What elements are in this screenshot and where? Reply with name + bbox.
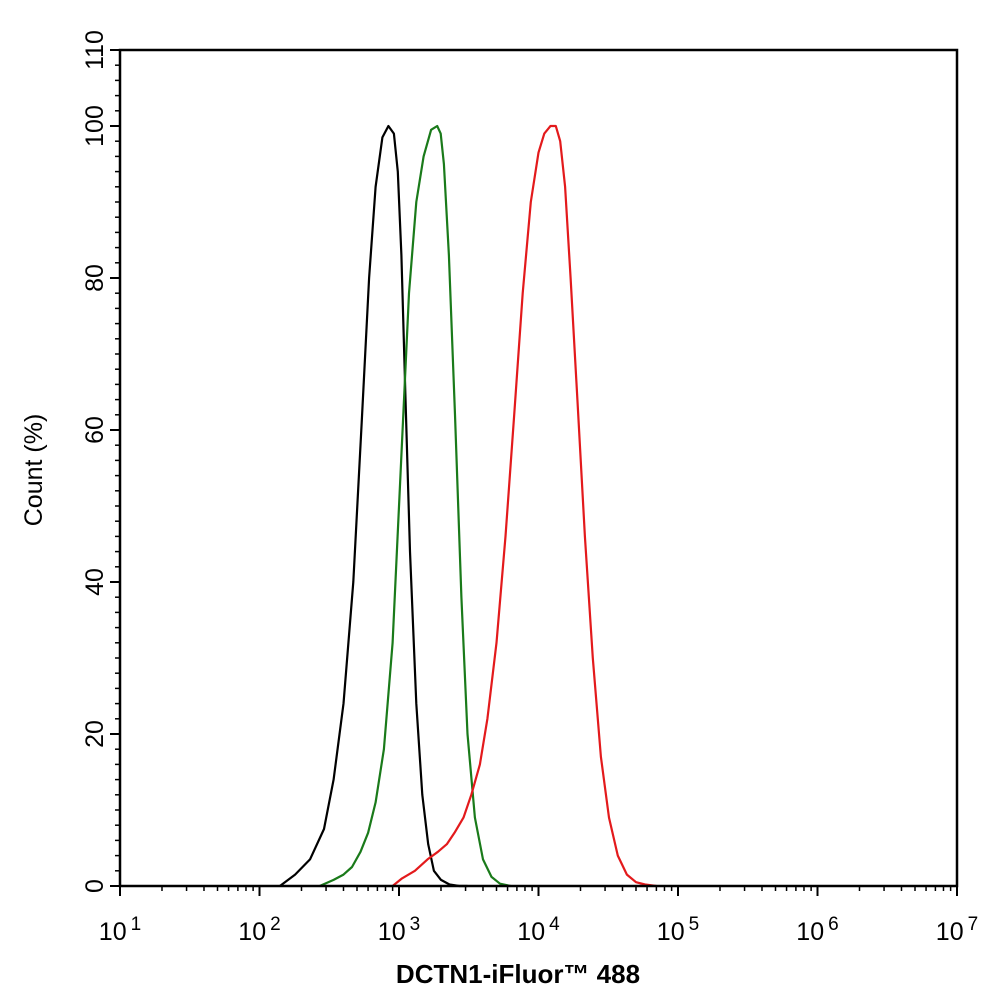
axis-layer: 10 1 10 2 10 3 10 4 10 5 10 6 10 7 0 20 40 60 80 100 110 — [81, 30, 978, 946]
x-tick-label: 10 6 — [796, 914, 838, 946]
x-tick-label: 10 3 — [378, 914, 420, 946]
x-tick-label: 10 5 — [657, 914, 699, 946]
y-tick-label: 110 — [81, 30, 109, 70]
y-tick-label: 20 — [81, 720, 109, 748]
y-tick-label: 80 — [81, 264, 109, 292]
y-axis-title: Count (%) — [20, 414, 48, 527]
histogram-series-2 — [319, 124, 511, 888]
series-layer — [279, 124, 657, 888]
x-tick-label: 10 7 — [936, 914, 978, 946]
y-tick-label: 40 — [81, 568, 109, 596]
x-tick-label: 10 2 — [238, 914, 280, 946]
histogram-series-1 — [279, 124, 468, 888]
y-tick-label: 60 — [81, 416, 109, 444]
x-axis-title: DCTN1-iFluor™ 488 — [396, 959, 640, 989]
histogram-series-3 — [391, 124, 657, 888]
y-tick-label: 100 — [81, 105, 109, 147]
x-tick-label: 10 4 — [517, 914, 560, 946]
y-tick-label: 0 — [81, 879, 109, 893]
x-tick-label: 10 1 — [99, 914, 141, 946]
